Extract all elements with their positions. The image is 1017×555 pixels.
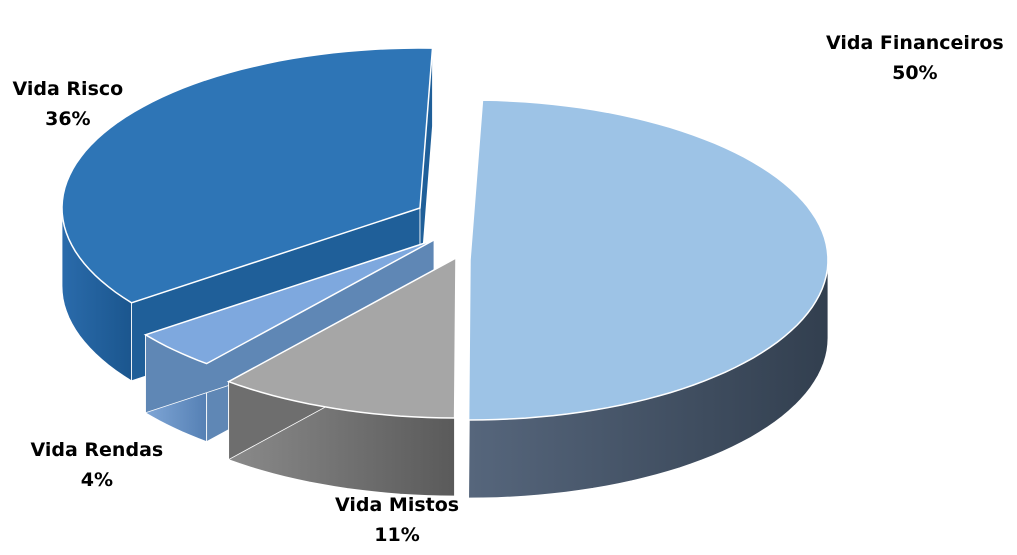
- category-label: Vida Risco: [12, 78, 124, 100]
- pie-slice-vida-risco: [61, 47, 434, 304]
- data-label-vida-risco: Vida Risco 36%: [13, 74, 124, 134]
- percent-label: 11%: [374, 524, 420, 546]
- percent-label: 36%: [45, 108, 91, 130]
- category-label: Vida Rendas: [30, 439, 164, 461]
- data-label-vida-financeiros: Vida Financeiros 50%: [826, 28, 1004, 88]
- slice-tops: [61, 47, 829, 421]
- category-label: Vida Mistos: [335, 494, 460, 516]
- percent-label: 50%: [892, 62, 938, 84]
- pie-slice-vida-mistos: [226, 256, 457, 419]
- data-label-vida-mistos: Vida Mistos 11%: [335, 490, 459, 550]
- data-label-vida-rendas: Vida Rendas 4%: [31, 435, 164, 495]
- pie-slice-vida-financeiros: [467, 99, 829, 421]
- pie-slice-vida-rendas: [143, 239, 435, 365]
- percent-label: 4%: [80, 469, 113, 491]
- category-label: Vida Financeiros: [826, 32, 1004, 54]
